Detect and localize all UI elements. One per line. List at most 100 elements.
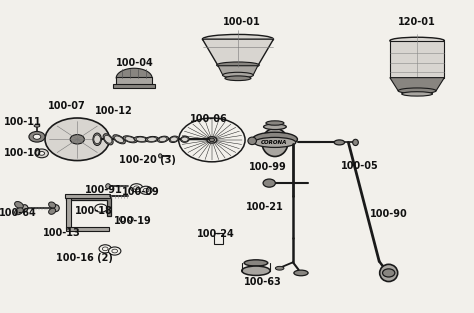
Ellipse shape (202, 34, 273, 44)
Circle shape (134, 186, 139, 190)
Ellipse shape (182, 137, 188, 141)
Bar (66, 227, 109, 231)
Polygon shape (390, 41, 444, 78)
Text: 100-01: 100-01 (223, 17, 261, 27)
Ellipse shape (294, 270, 308, 276)
Ellipse shape (275, 266, 284, 270)
Circle shape (29, 131, 45, 142)
Ellipse shape (34, 125, 40, 127)
Ellipse shape (106, 184, 110, 189)
Ellipse shape (115, 136, 124, 142)
Text: 100-05: 100-05 (341, 161, 379, 171)
Text: 100-04: 100-04 (116, 58, 154, 68)
Text: 100-21: 100-21 (246, 202, 283, 212)
Circle shape (45, 118, 109, 161)
Ellipse shape (136, 137, 146, 141)
Text: 120-01: 120-01 (398, 17, 436, 27)
Text: 100-63: 100-63 (244, 277, 282, 287)
Ellipse shape (134, 136, 148, 142)
Ellipse shape (353, 139, 358, 146)
Text: 100-12: 100-12 (95, 106, 133, 116)
Ellipse shape (159, 137, 167, 141)
Polygon shape (390, 78, 444, 91)
Polygon shape (116, 68, 152, 78)
Circle shape (102, 247, 108, 251)
Text: 100-10: 100-10 (4, 148, 42, 158)
Bar (65, 194, 110, 198)
Text: 100-11: 100-11 (4, 117, 42, 127)
Ellipse shape (53, 205, 59, 212)
Ellipse shape (15, 208, 23, 215)
Circle shape (179, 118, 245, 162)
Ellipse shape (254, 137, 296, 147)
Ellipse shape (157, 136, 168, 142)
Polygon shape (218, 66, 258, 75)
Ellipse shape (103, 134, 113, 145)
Bar (113, 84, 155, 88)
Polygon shape (66, 197, 111, 216)
Text: 100-24: 100-24 (197, 229, 235, 239)
Circle shape (209, 138, 215, 142)
Ellipse shape (264, 124, 286, 130)
Ellipse shape (217, 62, 259, 68)
Text: 100-91: 100-91 (84, 185, 122, 195)
Text: 100-09: 100-09 (122, 187, 160, 198)
Circle shape (109, 247, 121, 255)
Circle shape (35, 149, 48, 158)
Ellipse shape (380, 264, 398, 282)
Text: 100-64: 100-64 (0, 208, 37, 218)
Ellipse shape (146, 136, 158, 142)
Circle shape (130, 184, 143, 192)
Ellipse shape (334, 140, 345, 145)
Polygon shape (66, 197, 71, 228)
Ellipse shape (266, 121, 284, 125)
Ellipse shape (94, 135, 100, 144)
Ellipse shape (225, 76, 251, 81)
Ellipse shape (181, 136, 189, 142)
Circle shape (263, 179, 275, 187)
Text: 100-90: 100-90 (370, 209, 408, 219)
Ellipse shape (128, 217, 133, 221)
Circle shape (143, 188, 149, 192)
Ellipse shape (248, 137, 256, 145)
Text: 100-99: 100-99 (249, 162, 287, 172)
Ellipse shape (119, 217, 125, 222)
Ellipse shape (49, 202, 55, 208)
Bar (116, 77, 152, 85)
Text: 100-13: 100-13 (43, 228, 81, 238)
Ellipse shape (169, 136, 179, 142)
Ellipse shape (49, 208, 55, 214)
Circle shape (383, 269, 395, 277)
Ellipse shape (402, 92, 432, 96)
Polygon shape (202, 39, 273, 66)
Text: 100-06: 100-06 (190, 114, 228, 124)
Circle shape (112, 249, 118, 253)
Text: 100-16 (2): 100-16 (2) (56, 253, 113, 263)
Ellipse shape (262, 128, 288, 156)
Ellipse shape (244, 260, 268, 266)
Circle shape (95, 204, 107, 212)
Ellipse shape (223, 72, 253, 78)
Ellipse shape (93, 133, 101, 146)
Circle shape (33, 134, 41, 139)
Text: 100-07: 100-07 (47, 101, 85, 111)
Circle shape (99, 245, 111, 253)
Ellipse shape (252, 132, 297, 146)
Ellipse shape (147, 137, 156, 141)
Circle shape (207, 136, 217, 143)
Ellipse shape (390, 37, 444, 44)
Ellipse shape (123, 136, 137, 143)
Bar (214, 233, 223, 244)
Ellipse shape (125, 137, 135, 142)
Ellipse shape (113, 135, 125, 144)
Circle shape (39, 151, 45, 155)
Ellipse shape (15, 202, 23, 208)
Circle shape (140, 186, 152, 194)
Ellipse shape (158, 154, 162, 158)
Ellipse shape (398, 88, 436, 94)
Text: 100-19: 100-19 (114, 216, 152, 226)
Text: CORONA: CORONA (261, 140, 287, 145)
Text: 100-18: 100-18 (75, 206, 113, 216)
Ellipse shape (171, 137, 177, 142)
Ellipse shape (242, 266, 270, 275)
